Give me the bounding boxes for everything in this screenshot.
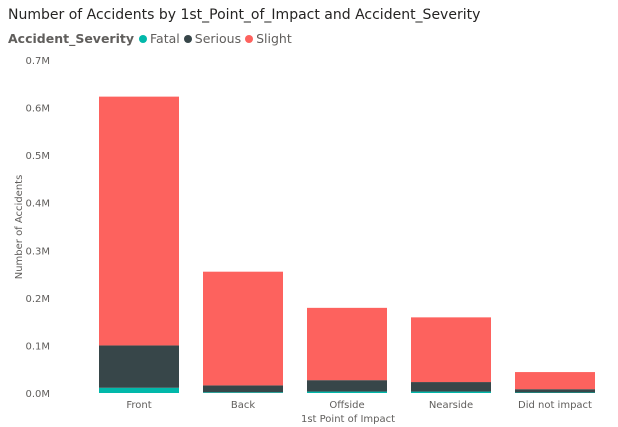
bar-segment-slight[interactable] xyxy=(99,96,179,346)
legend-label-fatal: Fatal xyxy=(150,31,180,46)
bar-segment-slight[interactable] xyxy=(203,271,283,386)
bar-segment-fatal[interactable] xyxy=(411,391,491,393)
bar-segment-serious[interactable] xyxy=(203,385,283,393)
y-tick-label: 0.3M xyxy=(25,246,50,257)
legend-dot-serious xyxy=(183,34,192,43)
bar-segment-serious[interactable] xyxy=(515,389,595,393)
bar-segment-fatal[interactable] xyxy=(203,392,283,393)
y-tick-label: 0.2M xyxy=(25,294,50,305)
x-tick-label: Offside xyxy=(329,400,364,411)
x-axis-title: 1st Point of Impact xyxy=(301,414,395,425)
x-tick-label: Front xyxy=(126,400,151,411)
y-axis-title: Number of Accidents xyxy=(14,175,25,280)
bar-segment-slight[interactable] xyxy=(307,307,387,381)
y-axis: 0.0M 0.1M 0.2M 0.3M 0.4M 0.5M 0.6M 0.7M xyxy=(25,56,50,400)
legend-title: Accident_Severity xyxy=(8,31,135,46)
legend-dot-slight xyxy=(245,34,254,43)
bar-segment-fatal[interactable] xyxy=(99,387,179,393)
y-tick-label: 0.6M xyxy=(25,104,50,115)
bar-segment-slight[interactable] xyxy=(515,372,595,390)
legend-label-slight: Slight xyxy=(256,31,292,46)
x-tick-label: Back xyxy=(231,400,255,411)
bar-segment-serious[interactable] xyxy=(411,382,491,392)
bars xyxy=(99,96,595,393)
legend-item-slight[interactable]: Slight xyxy=(245,31,292,46)
y-tick-label: 0.4M xyxy=(25,199,50,210)
legend: Accident_Severity Fatal Serious Slight xyxy=(8,31,296,46)
y-tick-label: 0.5M xyxy=(25,151,50,162)
x-axis: Front Back Offside Nearside Did not impact xyxy=(126,400,592,411)
chart-title: Number of Accidents by 1st_Point_of_Impa… xyxy=(8,7,481,23)
legend-label-serious: Serious xyxy=(194,31,242,46)
legend-item-fatal[interactable]: Fatal xyxy=(139,31,180,46)
legend-item-serious[interactable]: Serious xyxy=(183,31,242,46)
legend-dot-fatal xyxy=(139,34,148,43)
bar-segment-slight[interactable] xyxy=(411,317,491,383)
x-tick-label: Nearside xyxy=(429,400,473,411)
bar-segment-serious[interactable] xyxy=(307,380,387,392)
x-tick-label: Did not impact xyxy=(518,400,592,411)
y-tick-label: 0.0M xyxy=(25,389,50,400)
y-tick-label: 0.7M xyxy=(25,56,50,67)
y-tick-label: 0.1M xyxy=(25,341,50,352)
bar-segment-fatal[interactable] xyxy=(307,391,387,393)
bar-segment-serious[interactable] xyxy=(99,345,179,388)
